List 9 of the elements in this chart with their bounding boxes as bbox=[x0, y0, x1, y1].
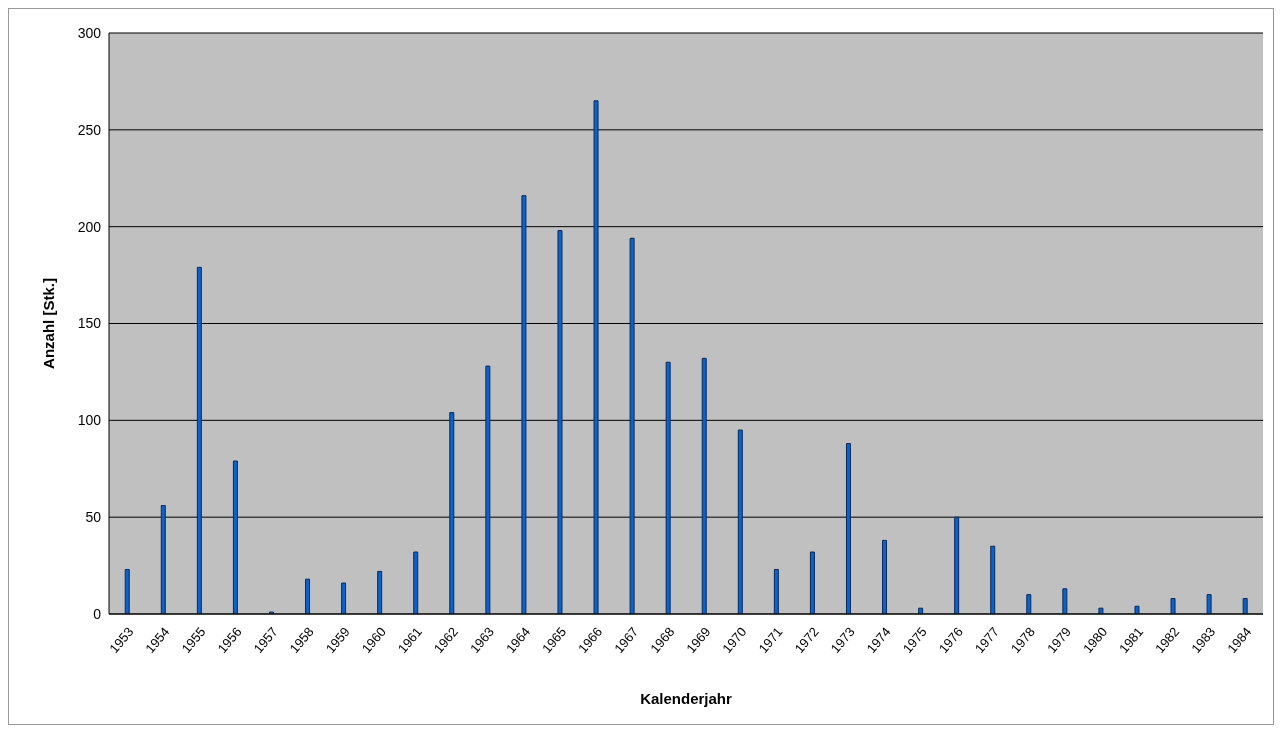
y-tick-label: 0 bbox=[93, 605, 102, 622]
y-tick-label: 150 bbox=[77, 315, 102, 332]
y-tick-label: 250 bbox=[77, 121, 102, 138]
y-tick-label: 200 bbox=[77, 218, 102, 235]
y-tick-label: 50 bbox=[85, 509, 102, 526]
y-tick-label: 100 bbox=[77, 412, 102, 429]
y-tick-label: 300 bbox=[77, 24, 102, 41]
x-axis-title: Kalenderjahr bbox=[640, 690, 733, 707]
y-axis-title: Anzahl [Stk.] bbox=[40, 278, 58, 369]
